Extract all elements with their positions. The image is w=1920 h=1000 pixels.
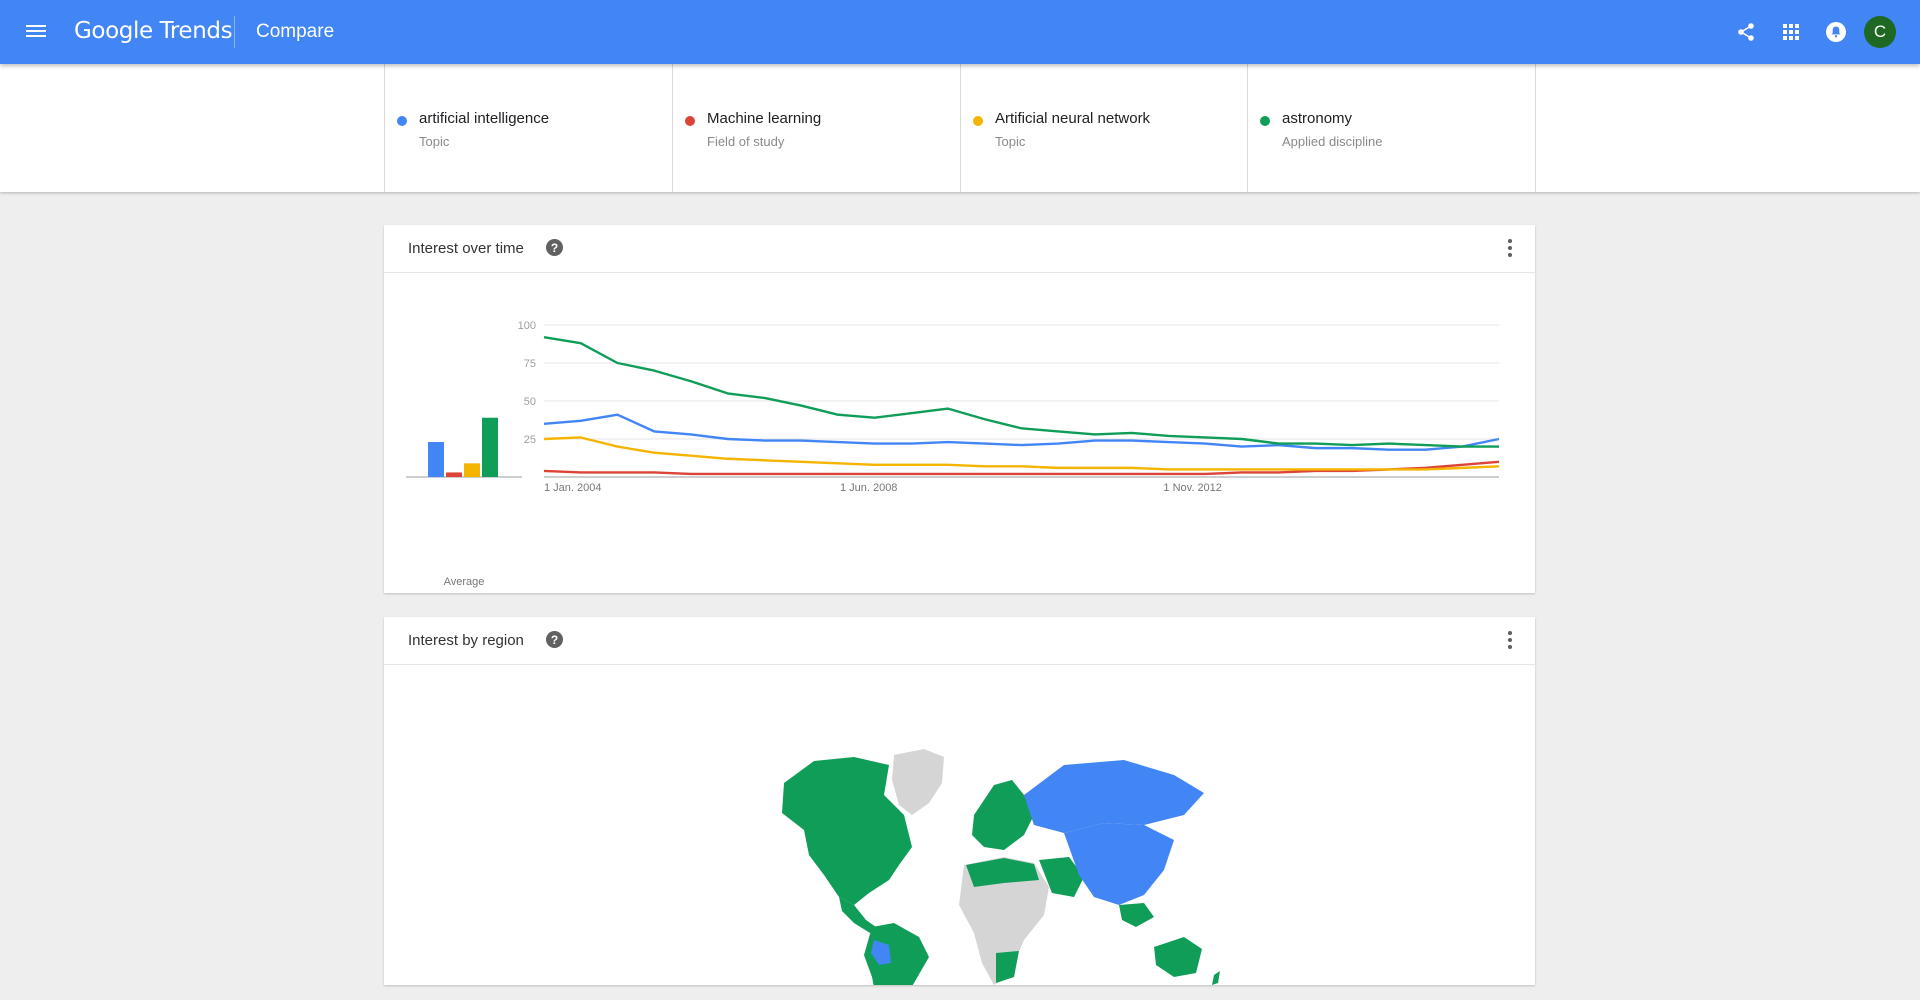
average-bars (406, 417, 522, 478)
y-tick-label: 75 (524, 358, 536, 370)
y-tick-label: 100 (518, 320, 536, 332)
map-region-australia (1154, 937, 1202, 977)
appbar-divider (234, 16, 235, 48)
map-region-africa (959, 857, 1049, 985)
map-region-north-america (782, 757, 912, 905)
term-name: Machine learning (707, 110, 822, 127)
card-title: Interest over time (408, 240, 524, 257)
term-color-dot (397, 116, 407, 126)
x-tick-label: 1 Jun. 2008 (840, 482, 898, 494)
x-tick-label: 1 Jan. 2004 (544, 482, 602, 494)
average-bar-astronomy (482, 417, 498, 477)
chart-lines (543, 335, 1500, 476)
map-region-greenland (892, 749, 944, 815)
map-region-central-america (839, 897, 876, 933)
term-name: Artificial neural network (995, 110, 1151, 127)
map-region-southeast-asia (1119, 903, 1154, 927)
average-bar-artificial-intelligence (428, 442, 444, 477)
map-region-russia (1024, 760, 1204, 833)
help-icon[interactable]: ? (546, 631, 563, 648)
share-icon[interactable] (1723, 0, 1768, 64)
series-line-machine-learning (543, 460, 1500, 476)
term-color-dot (1260, 116, 1270, 126)
series-line-artificial-neural-network (543, 436, 1500, 471)
world-map[interactable] (384, 665, 1535, 1000)
term-name: astronomy (1282, 110, 1353, 127)
x-tick-label: 1 Nov. 2012 (1163, 482, 1222, 494)
term-color-dot (685, 116, 695, 126)
y-tick-label: 50 (524, 396, 536, 408)
map-region-middle-east (1039, 857, 1084, 897)
map-region-europe (972, 780, 1034, 850)
y-tick-label: 25 (524, 434, 536, 446)
map-region-southern-africa (996, 951, 1019, 983)
map-region-north-africa (966, 858, 1039, 887)
app-bar: Google Trends Compare C (0, 0, 1920, 64)
card-header: Interest by region ? (384, 617, 1535, 665)
page-title: Compare (256, 21, 335, 42)
term-color-dot (973, 116, 983, 126)
menu-icon[interactable] (24, 20, 48, 44)
term-type: Topic (995, 134, 1026, 149)
average-bar-artificial-neural-network (464, 463, 480, 477)
term-type: Applied discipline (1282, 134, 1383, 149)
map-region-asia (1064, 823, 1174, 905)
google-trends-logo[interactable]: Google Trends (74, 18, 233, 44)
card-title: Interest by region (408, 632, 524, 649)
average-label: Average (444, 576, 485, 588)
apps-grid-icon[interactable] (1768, 0, 1813, 64)
more-options-icon[interactable] (1507, 631, 1513, 651)
series-line-astronomy (543, 335, 1499, 448)
interest-over-time-card: Interest over time ? 25 50 75 100 1 Jan. 200… (384, 225, 1535, 593)
appbar-actions: C (1723, 0, 1896, 64)
term-type: Topic (419, 134, 450, 149)
term-card-machine-learning[interactable]: Machine learning Field of study (672, 64, 960, 192)
map-region-bolivia-peru (871, 940, 891, 965)
interest-by-region-card: Interest by region ? (384, 617, 1535, 1000)
map-region-new-zealand (1212, 971, 1220, 985)
average-bar-machine-learning (446, 472, 462, 477)
notifications-icon[interactable] (1813, 0, 1858, 64)
series-line-artificial-intelligence (543, 413, 1500, 451)
avatar[interactable]: C (1864, 16, 1896, 48)
help-icon[interactable]: ? (546, 239, 563, 256)
term-card-artificial-intelligence[interactable]: artificial intelligence Topic (384, 64, 672, 192)
chart-grid: 25 50 75 100 1 Jan. 2004 1 Jun. 2008 1 Nov. 20… (518, 320, 1499, 494)
term-card-artificial-neural-network[interactable]: Artificial neural network Topic (960, 64, 1248, 192)
card-header: Interest over time ? (384, 225, 1535, 273)
more-options-icon[interactable] (1507, 239, 1513, 259)
term-type: Field of study (707, 134, 785, 149)
compare-terms-bar: artificial intelligence Topic Machine le… (0, 64, 1920, 192)
term-card-astronomy[interactable]: astronomy Applied discipline (1247, 64, 1536, 192)
interest-over-time-chart[interactable]: 25 50 75 100 1 Jan. 2004 1 Jun. 2008 1 Nov. 20… (384, 273, 1535, 593)
term-name: artificial intelligence (419, 110, 550, 127)
